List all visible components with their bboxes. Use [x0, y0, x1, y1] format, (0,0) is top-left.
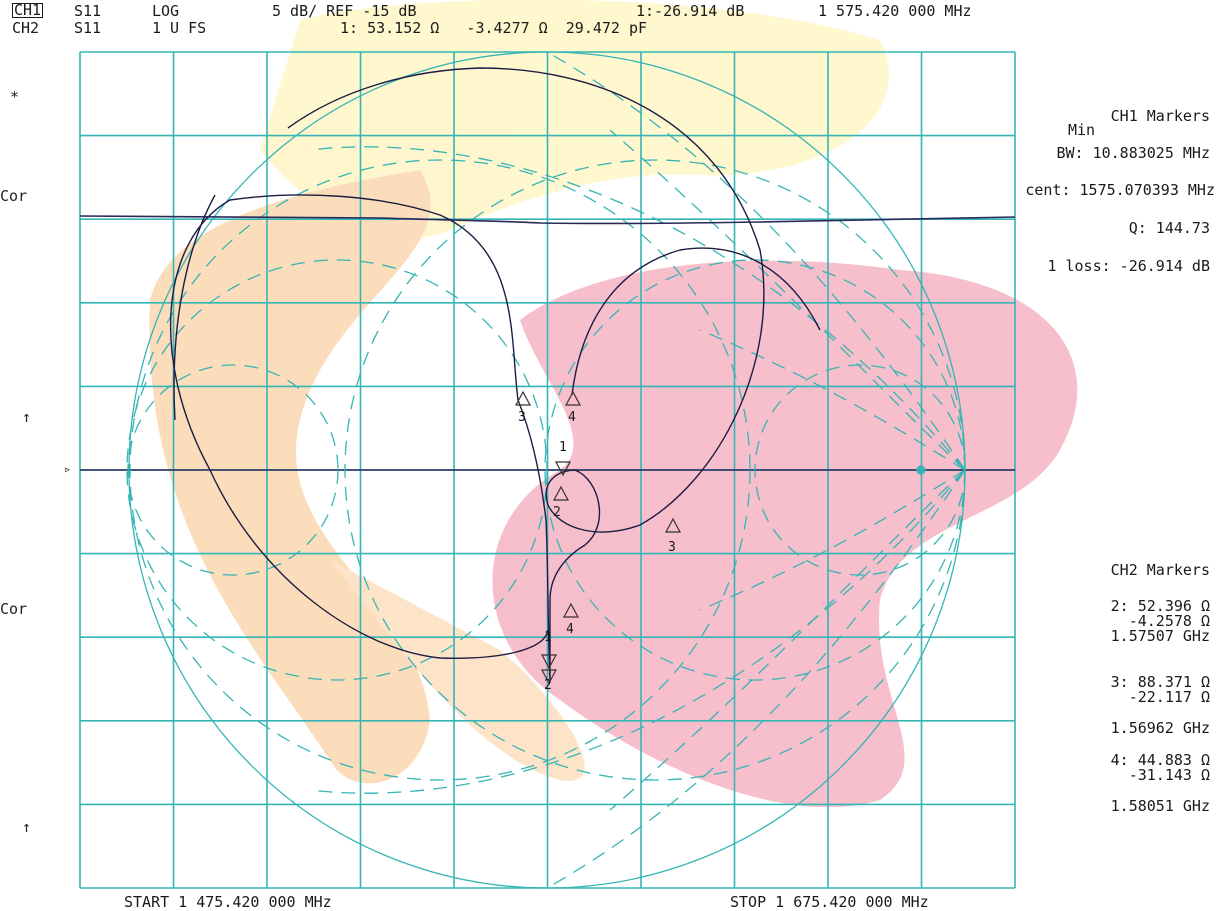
ch2-marker-2-reactance: -4.2578 Ω	[1128, 612, 1210, 630]
ch2-smith-trace	[169, 67, 765, 681]
ch1-parameter: S11	[74, 2, 102, 20]
ch1-marker-value: 1:-26.914 dB	[636, 2, 745, 20]
stop-frequency: STOP 1 675.420 000 MHz	[730, 893, 929, 911]
reference-position-icon: ▹	[64, 462, 72, 476]
ch2-marker-2-frequency: 1.57507 GHz	[1110, 627, 1210, 645]
correction-indicator-ch1: Cor	[0, 187, 28, 205]
ch1-format: LOG	[152, 2, 180, 20]
ch1-bandwidth: BW: 10.883025 MHz	[1056, 144, 1210, 162]
ch2-trace-inner	[571, 247, 821, 396]
ch2-parameter: S11	[74, 19, 102, 37]
arrow-up-icon-lower: ↑	[22, 818, 32, 836]
ch2-marker-4-resistance: 4: 44.883 Ω	[1110, 751, 1210, 769]
ch2-markers-title: CH2 Markers	[1110, 561, 1210, 579]
trace-marker-4-lower: 4	[566, 622, 574, 637]
ch2-trace-tail	[173, 194, 216, 421]
ch1-q-factor: Q: 144.73	[1128, 219, 1210, 237]
trace-marker-2-center: 2	[553, 505, 561, 520]
ch2-marker-4-reactance: -31.143 Ω	[1128, 766, 1210, 784]
star-indicator: *	[10, 88, 20, 106]
correction-indicator-ch2: Cor	[0, 600, 28, 618]
ch1-log-trace	[79, 215, 1016, 225]
trace-marker-1-lower: 1	[544, 630, 552, 645]
ch2-marker-3-reactance: -22.117 Ω	[1128, 688, 1210, 706]
trace-marker-3-upper: 3	[518, 410, 526, 425]
ch2-marker-4-frequency: 1.58051 GHz	[1110, 797, 1210, 815]
trace-marker-glyphs	[514, 390, 926, 685]
ch1-markers-mode: Min	[1068, 121, 1096, 139]
ch2-marker-3-resistance: 3: 88.371 Ω	[1110, 673, 1210, 691]
ch1-marker-frequency: 1 575.420 000 MHz	[818, 2, 972, 20]
ch1-loss: 1 loss: -26.914 dB	[1047, 257, 1210, 275]
ch2-marker-2-resistance: 2: 52.396 Ω	[1110, 597, 1210, 615]
background-logo	[149, 0, 1078, 808]
start-frequency: START 1 475.420 000 MHz	[124, 893, 332, 911]
trace-marker-1-center: 1	[559, 440, 567, 455]
arrow-up-icon: ↑	[22, 408, 32, 426]
smith-chart	[80, 51, 1015, 889]
ch1-label[interactable]: CH1	[12, 1, 44, 19]
trace-marker-4-upper: 4	[568, 410, 576, 425]
ch1-center-frequency: cent: 1575.070393 MHz	[1025, 181, 1215, 199]
trace-marker-3-lower: 3	[668, 540, 676, 555]
ch2-marker-3-frequency: 1.56962 GHz	[1110, 719, 1210, 737]
ch2-label[interactable]: CH2	[12, 19, 40, 37]
ch2-format: 1 U FS	[152, 19, 207, 37]
ch1-markers-title: CH1 Markers	[1110, 107, 1210, 125]
ch2-marker-impedance: 1: 53.152 Ω -3.4277 Ω 29.472 pF	[340, 19, 648, 37]
trace-marker-2-lower: 2	[544, 678, 552, 693]
ch1-scale-ref: 5 dB/ REF -15 dB	[272, 2, 417, 20]
